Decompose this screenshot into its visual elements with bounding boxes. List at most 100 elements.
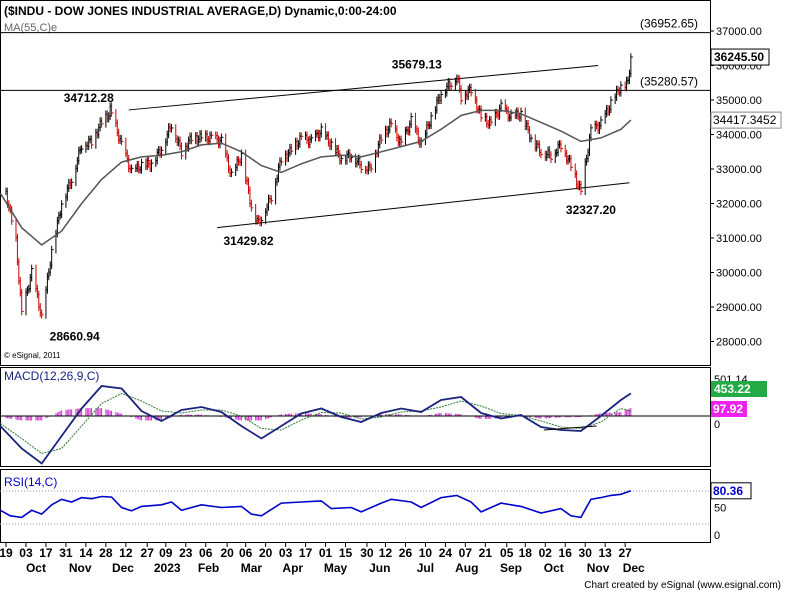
rsi-axis-labels: 80.36 50 0: [710, 482, 752, 542]
x-day-label: 31: [59, 546, 73, 560]
macd-line: [0, 385, 632, 465]
x-month-label: 2023: [154, 561, 181, 575]
horizontal-levels: [0, 32, 710, 91]
ma-legend: MA(55,C)e: [4, 22, 57, 34]
macd-value-box: [711, 381, 767, 397]
price-tick-label: 37000.00: [716, 26, 762, 38]
signal-value-label: 97.92: [713, 402, 743, 416]
price-tick-label: 30000.00: [716, 268, 762, 280]
x-day-label: 15: [339, 546, 353, 560]
price-tick-label: 33000.00: [716, 164, 762, 176]
macd-panel-frame: [0, 367, 711, 467]
x-day-label: 10: [419, 546, 433, 560]
last-price-label: 36245.50: [714, 50, 764, 64]
x-month-label: Dec: [623, 561, 645, 575]
price-axis: 37000.0036000.0035000.0034000.0033000.00…: [710, 26, 762, 349]
x-month-label: Oct: [26, 561, 46, 575]
price-panel-frame: [0, 0, 711, 366]
x-month-label: Feb: [198, 561, 219, 575]
x-day-label: 12: [379, 546, 393, 560]
moving-average-line: [0, 109, 632, 246]
x-day-label: 13: [598, 546, 612, 560]
x-day-label: 06: [199, 546, 213, 560]
price-bars: [5, 53, 633, 319]
macd-value-label: 453.22: [714, 382, 751, 396]
x-axis: 19 03 17 31 14 28 12 27 09 23 06 20 06 20 03 17 01 15 30 12…: [0, 543, 645, 575]
rsi-panel-frame: [0, 469, 711, 543]
price-annotations: 34712.28 35679.13 31429.82 32327.20 28660.94: [50, 58, 617, 344]
ma-polyline: [0, 109, 632, 246]
x-day-label: 06: [239, 546, 253, 560]
macd-lines: [0, 385, 632, 465]
trendlines: [128, 65, 630, 229]
x-day-label: 03: [279, 546, 293, 560]
x-day-label: 09: [159, 546, 173, 560]
rsi-line: [0, 490, 710, 525]
x-day-label: 17: [299, 546, 313, 560]
price-tick-label: 31000.00: [716, 233, 762, 245]
price-annotation: 34712.28: [64, 91, 114, 105]
x-day-label: 07: [459, 546, 473, 560]
ma-value-box: [710, 111, 782, 129]
level-label: (35280.57): [640, 74, 698, 88]
x-day-label: 20: [259, 546, 273, 560]
x-month-label: Dec: [112, 561, 134, 575]
x-month-label: Apr: [282, 561, 303, 575]
x-day-label: 30: [579, 546, 593, 560]
price-annotation: 31429.82: [224, 234, 274, 248]
x-day-label: 26: [399, 546, 413, 560]
macd-divergence-line: [543, 425, 597, 431]
chart-title: ($INDU - DOW JONES INDUSTRIAL AVERAGE,D)…: [4, 4, 397, 18]
x-month-label: Nov: [69, 561, 92, 575]
price-axis-labels: (36952.65) (35280.57) 36245.50 34417.3452: [640, 17, 782, 129]
signal-line: [0, 392, 632, 455]
price-annotation: 32327.20: [566, 203, 616, 217]
x-day-label: 28: [99, 546, 113, 560]
rsi-legend: RSI(14,C): [4, 475, 57, 489]
last-price-box: [710, 48, 770, 66]
x-day-label: 27: [618, 546, 632, 560]
ma-value-label: 34417.3452: [713, 113, 777, 127]
x-day-label: 20: [220, 546, 234, 560]
x-month-label: Oct: [544, 561, 564, 575]
footer-credit: Chart created by eSignal (www.esignal.co…: [584, 580, 781, 591]
x-month-label: Sep: [500, 561, 522, 575]
macd-zero-label: 0: [714, 419, 720, 431]
x-day-label: 19: [0, 546, 13, 560]
rsi-tick-label: 50: [714, 503, 726, 515]
macd-legend: MACD(12,26,9,C): [4, 369, 99, 383]
trendline: [128, 65, 599, 111]
price-annotation: 35679.13: [392, 58, 442, 72]
copyright-small: © eSignal, 2011: [4, 351, 61, 360]
x-day-label: 05: [500, 546, 514, 560]
price-tick-label: 28000.00: [716, 337, 762, 349]
x-day-label: 24: [439, 546, 453, 560]
x-day-label: 14: [79, 546, 93, 560]
x-month-label: May: [324, 561, 348, 575]
x-day-label: 01: [319, 546, 333, 560]
x-month-label: Aug: [455, 561, 478, 575]
macd-histogram: [0, 408, 710, 421]
price-tick-label: 32000.00: [716, 199, 762, 211]
price-tick-label: 35000.00: [716, 95, 762, 107]
x-month-label: Mar: [241, 561, 263, 575]
rsi-value-label: 80.36: [713, 484, 743, 498]
x-day-label: 02: [539, 546, 553, 560]
x-day-label: 18: [519, 546, 533, 560]
price-annotation: 28660.94: [50, 330, 100, 344]
rsi-value-box: [710, 482, 752, 500]
level-label: (36952.65): [640, 17, 698, 31]
x-day-label: 21: [479, 546, 493, 560]
x-day-label: 17: [39, 546, 53, 560]
signal-value-box: [711, 401, 747, 417]
trendline: [217, 182, 630, 229]
rsi-tick-label: 0: [714, 530, 720, 542]
x-day-label: 12: [119, 546, 133, 560]
x-month-label: Jul: [417, 561, 434, 575]
x-day-label: 30: [360, 546, 374, 560]
price-tick-label: 29000.00: [716, 302, 762, 314]
x-month-label: Jun: [369, 561, 390, 575]
